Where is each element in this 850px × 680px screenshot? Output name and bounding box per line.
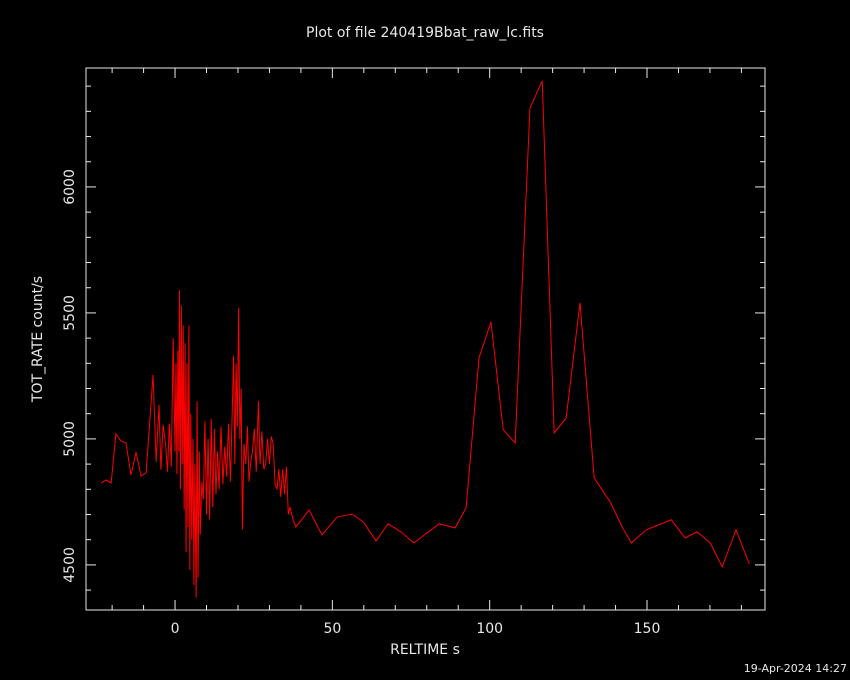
y-tick-label: 4500: [62, 547, 78, 583]
plot-frame: [85, 67, 766, 611]
data-line: [100, 80, 750, 598]
timestamp: 19-Apr-2024 14:27: [744, 662, 847, 675]
y-tick-label: 6000: [62, 169, 78, 205]
x-tick-label: 100: [476, 621, 503, 637]
y-tick-label: 5500: [62, 295, 78, 331]
y-tick-label: 5000: [62, 421, 78, 457]
x-tick-label: 0: [171, 621, 180, 637]
y-axis-label: TOT_RATE count/s: [30, 276, 46, 403]
x-axis-label: RELTIME s: [390, 642, 460, 658]
x-tick-label: 50: [323, 621, 341, 637]
x-tick-label: 150: [634, 621, 661, 637]
chart-title: Plot of file 240419Bbat_raw_lc.fits: [306, 25, 544, 41]
